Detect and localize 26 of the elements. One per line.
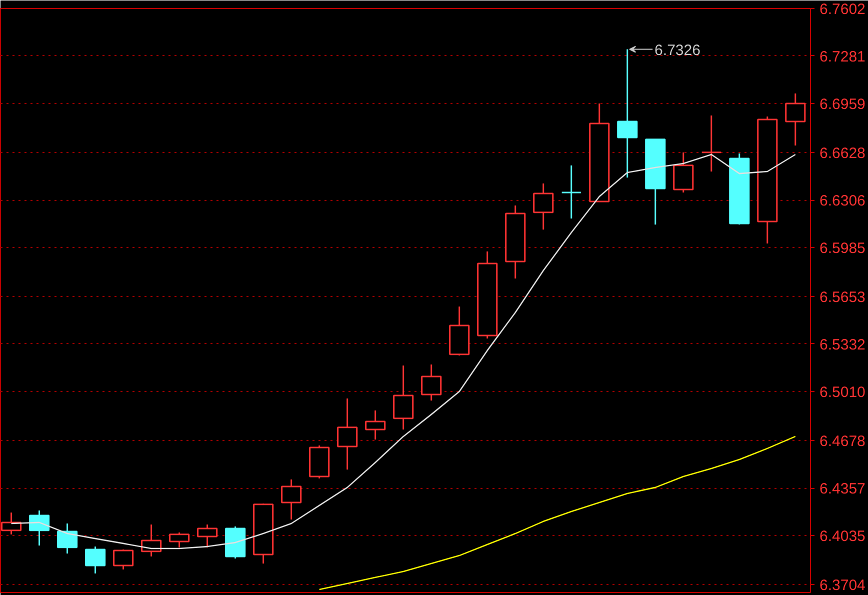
y-tick-label: 6.6959 (820, 96, 866, 114)
y-tick-label: 6.3704 (820, 577, 866, 594)
candlestick (785, 92, 806, 146)
y-tick-label: 6.4678 (820, 433, 866, 450)
y-tick-label: 6.5332 (820, 336, 866, 354)
y-tick-label: 6.7602 (820, 1, 866, 18)
candlestick (561, 164, 582, 220)
candlestick (281, 478, 302, 520)
candlestick (701, 114, 722, 172)
y-tick-label: 6.6628 (820, 144, 866, 162)
annotation: 6.7326 (654, 42, 700, 59)
y-tick-label: 6.5010 (820, 384, 866, 402)
y-tick-label: 6.5653 (820, 289, 866, 306)
candlestick (393, 364, 414, 430)
line-series (318, 436, 796, 590)
candlestick (421, 364, 442, 402)
y-tick-label: 6.4357 (820, 480, 866, 498)
candlestick (365, 410, 386, 440)
candlestick (617, 48, 638, 178)
y-tick-label: 6.4035 (820, 528, 866, 546)
y-tick-label: 6.7281 (820, 48, 866, 66)
candlestick (141, 524, 162, 558)
candlestick (337, 398, 358, 470)
candlestick (533, 182, 554, 230)
y-tick-label: 6.6306 (820, 192, 866, 210)
y-tick-label: 6.5985 (820, 240, 866, 257)
